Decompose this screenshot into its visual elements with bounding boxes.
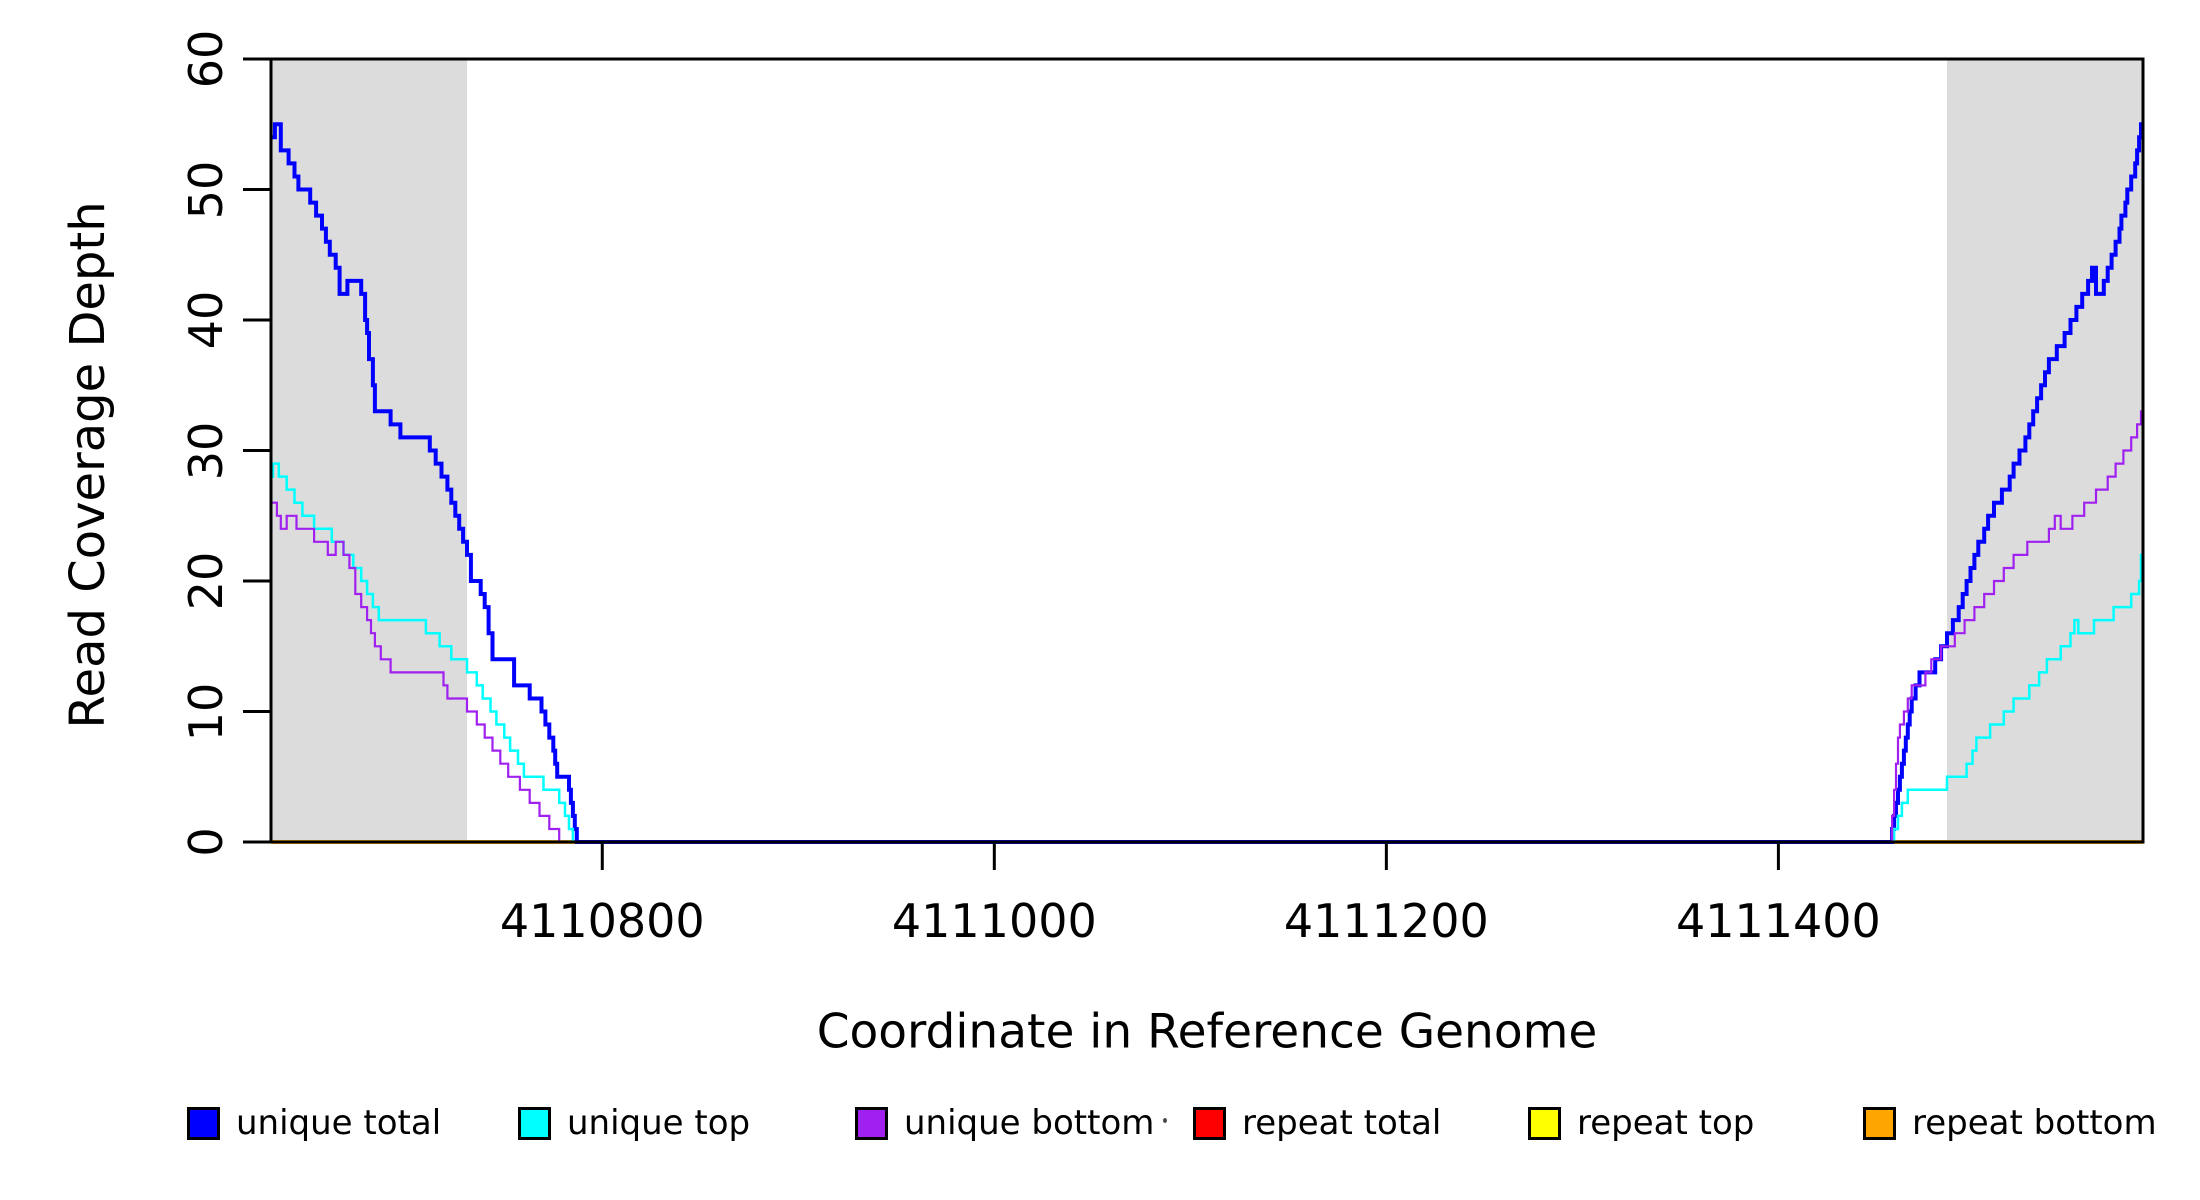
x-tick-label: 4111200 [1283, 894, 1489, 948]
x-tick-label: 4111400 [1675, 894, 1881, 948]
x-tick-label: 4110800 [499, 894, 705, 948]
x-tick-label: 4111000 [891, 894, 1097, 948]
series-unique-total [271, 122, 2143, 844]
x-axis-label: Coordinate in Reference Genome [816, 1004, 1598, 1060]
y-tick-label: 0 [179, 827, 233, 857]
plot-box [269, 57, 2145, 844]
stray-dot [1163, 1118, 1167, 1123]
y-tick-label: 60 [179, 29, 233, 89]
series-unique-bottom [271, 410, 2143, 844]
y-tick-label: 20 [179, 551, 233, 611]
shaded-region [1946, 59, 2143, 842]
y-axis-label: Read Coverage Depth [60, 201, 116, 729]
y-tick-label: 30 [179, 421, 233, 480]
y-tick-label: 10 [179, 682, 233, 741]
y-tick-label: 50 [179, 160, 233, 219]
series-unique-top [271, 462, 2143, 844]
y-tick-label: 40 [179, 290, 233, 350]
